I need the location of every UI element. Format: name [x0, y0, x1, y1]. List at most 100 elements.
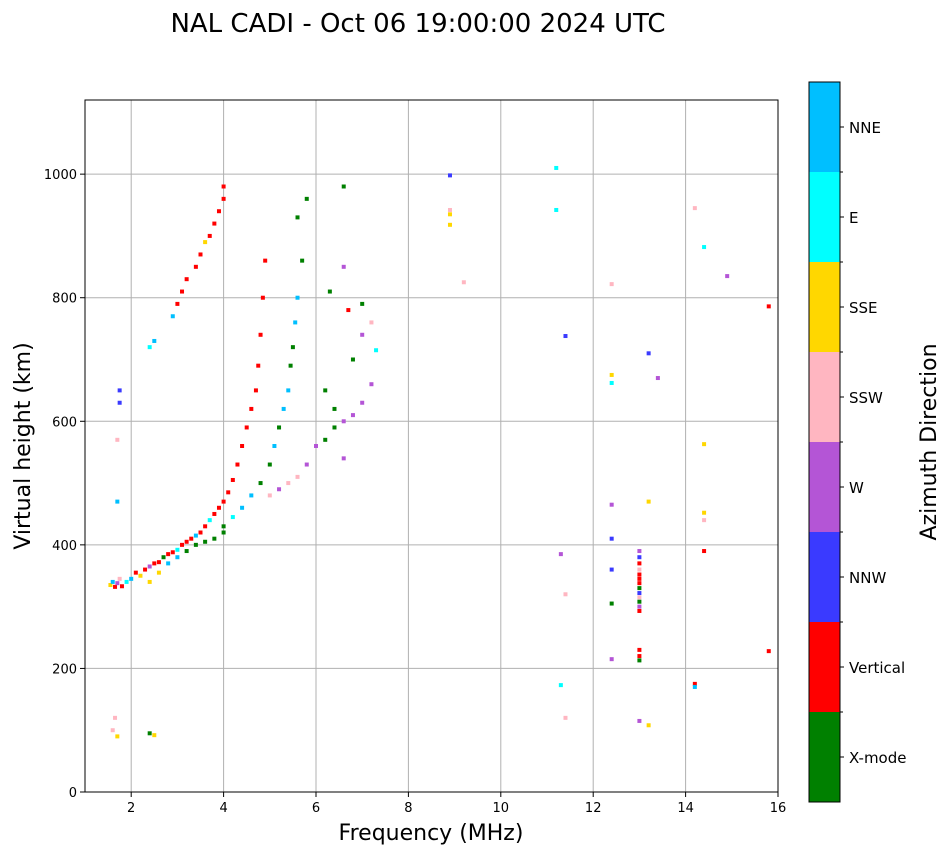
data-point — [124, 579, 129, 584]
data-point — [692, 206, 697, 211]
data-point — [702, 518, 707, 523]
data-point — [692, 684, 697, 689]
colorbar-tick-label: NNE — [849, 119, 881, 137]
data-point — [332, 406, 337, 411]
data-point — [230, 515, 235, 520]
data-point — [166, 561, 171, 566]
x-axis-label: Frequency (MHz) — [339, 821, 524, 846]
data-point — [646, 723, 651, 728]
data-point — [637, 555, 642, 560]
data-point — [147, 579, 152, 584]
data-point — [702, 549, 707, 554]
data-point — [637, 647, 642, 652]
data-point — [221, 196, 226, 201]
colorbar-segment — [809, 712, 840, 802]
data-point — [184, 549, 189, 554]
data-point — [609, 372, 614, 377]
data-point — [147, 564, 152, 569]
data-point — [226, 490, 231, 495]
data-point — [637, 608, 642, 613]
data-point — [304, 462, 309, 467]
data-point — [609, 567, 614, 572]
data-point — [161, 555, 166, 560]
data-point — [327, 289, 332, 294]
colorbar-segment — [809, 172, 840, 262]
data-point — [143, 567, 148, 572]
data-point — [113, 715, 118, 720]
colorbar-frame — [808, 81, 841, 803]
x-axis-ticks: 2 4 6 8 10 12 14 16 — [127, 792, 786, 816]
data-point — [637, 595, 642, 600]
data-point — [350, 357, 355, 362]
data-point — [692, 681, 697, 686]
data-point — [447, 173, 452, 178]
data-point — [609, 536, 614, 541]
data-point — [646, 499, 651, 504]
data-point — [240, 444, 245, 448]
data-point — [166, 552, 171, 557]
data-point — [447, 222, 452, 227]
data-point — [332, 425, 337, 430]
data-point — [360, 301, 365, 306]
data-point — [193, 533, 198, 538]
chart-title: NAL CADI - Oct 06 19:00:00 2024 UTC — [170, 9, 665, 39]
data-point — [323, 437, 328, 442]
y-tick-label: 800 — [52, 292, 77, 307]
data-point — [637, 567, 642, 572]
data-point — [117, 576, 122, 581]
data-point — [293, 320, 298, 325]
data-point — [637, 599, 642, 604]
x-tick-label: 14 — [677, 801, 694, 816]
data-point — [180, 542, 185, 547]
data-point — [175, 301, 180, 306]
data-point — [115, 734, 120, 739]
data-point — [221, 530, 226, 535]
data-point — [637, 586, 642, 591]
data-point — [212, 536, 217, 541]
data-point — [702, 510, 707, 515]
y-tick-label: 200 — [52, 662, 77, 677]
x-tick-label: 4 — [219, 801, 227, 816]
data-point — [263, 258, 268, 263]
data-point — [110, 579, 115, 584]
data-point — [323, 388, 328, 393]
data-point — [637, 572, 642, 577]
data-point — [609, 601, 614, 606]
data-point — [304, 196, 309, 201]
data-point — [563, 592, 568, 597]
data-point — [152, 561, 157, 566]
data-point — [646, 351, 651, 356]
data-point — [258, 332, 263, 337]
data-point — [558, 552, 563, 557]
data-point — [554, 207, 559, 212]
data-point — [256, 363, 261, 368]
data-point — [230, 477, 235, 482]
data-point — [180, 289, 185, 294]
colorbar-segment — [809, 352, 840, 442]
data-point — [461, 280, 466, 285]
y-tick-label: 400 — [52, 539, 77, 554]
colorbar-segment — [809, 532, 840, 622]
data-point — [558, 683, 563, 688]
data-point — [300, 258, 305, 263]
plot-frame — [84, 99, 779, 793]
data-point — [152, 338, 157, 343]
data-point — [212, 511, 217, 516]
data-point — [281, 406, 286, 411]
data-point — [170, 314, 175, 319]
data-point — [267, 493, 272, 498]
data-point — [240, 505, 245, 510]
data-point — [212, 221, 217, 226]
data-point — [117, 400, 122, 405]
data-point — [341, 419, 346, 424]
data-point — [203, 539, 208, 544]
data-point — [346, 308, 351, 313]
data-point — [156, 570, 161, 575]
data-point — [249, 406, 254, 411]
data-points — [108, 165, 771, 739]
data-point — [216, 209, 221, 214]
x-tick-label: 16 — [770, 801, 787, 816]
colorbar-segment — [809, 622, 840, 712]
data-point — [374, 348, 379, 353]
data-point — [286, 481, 291, 486]
